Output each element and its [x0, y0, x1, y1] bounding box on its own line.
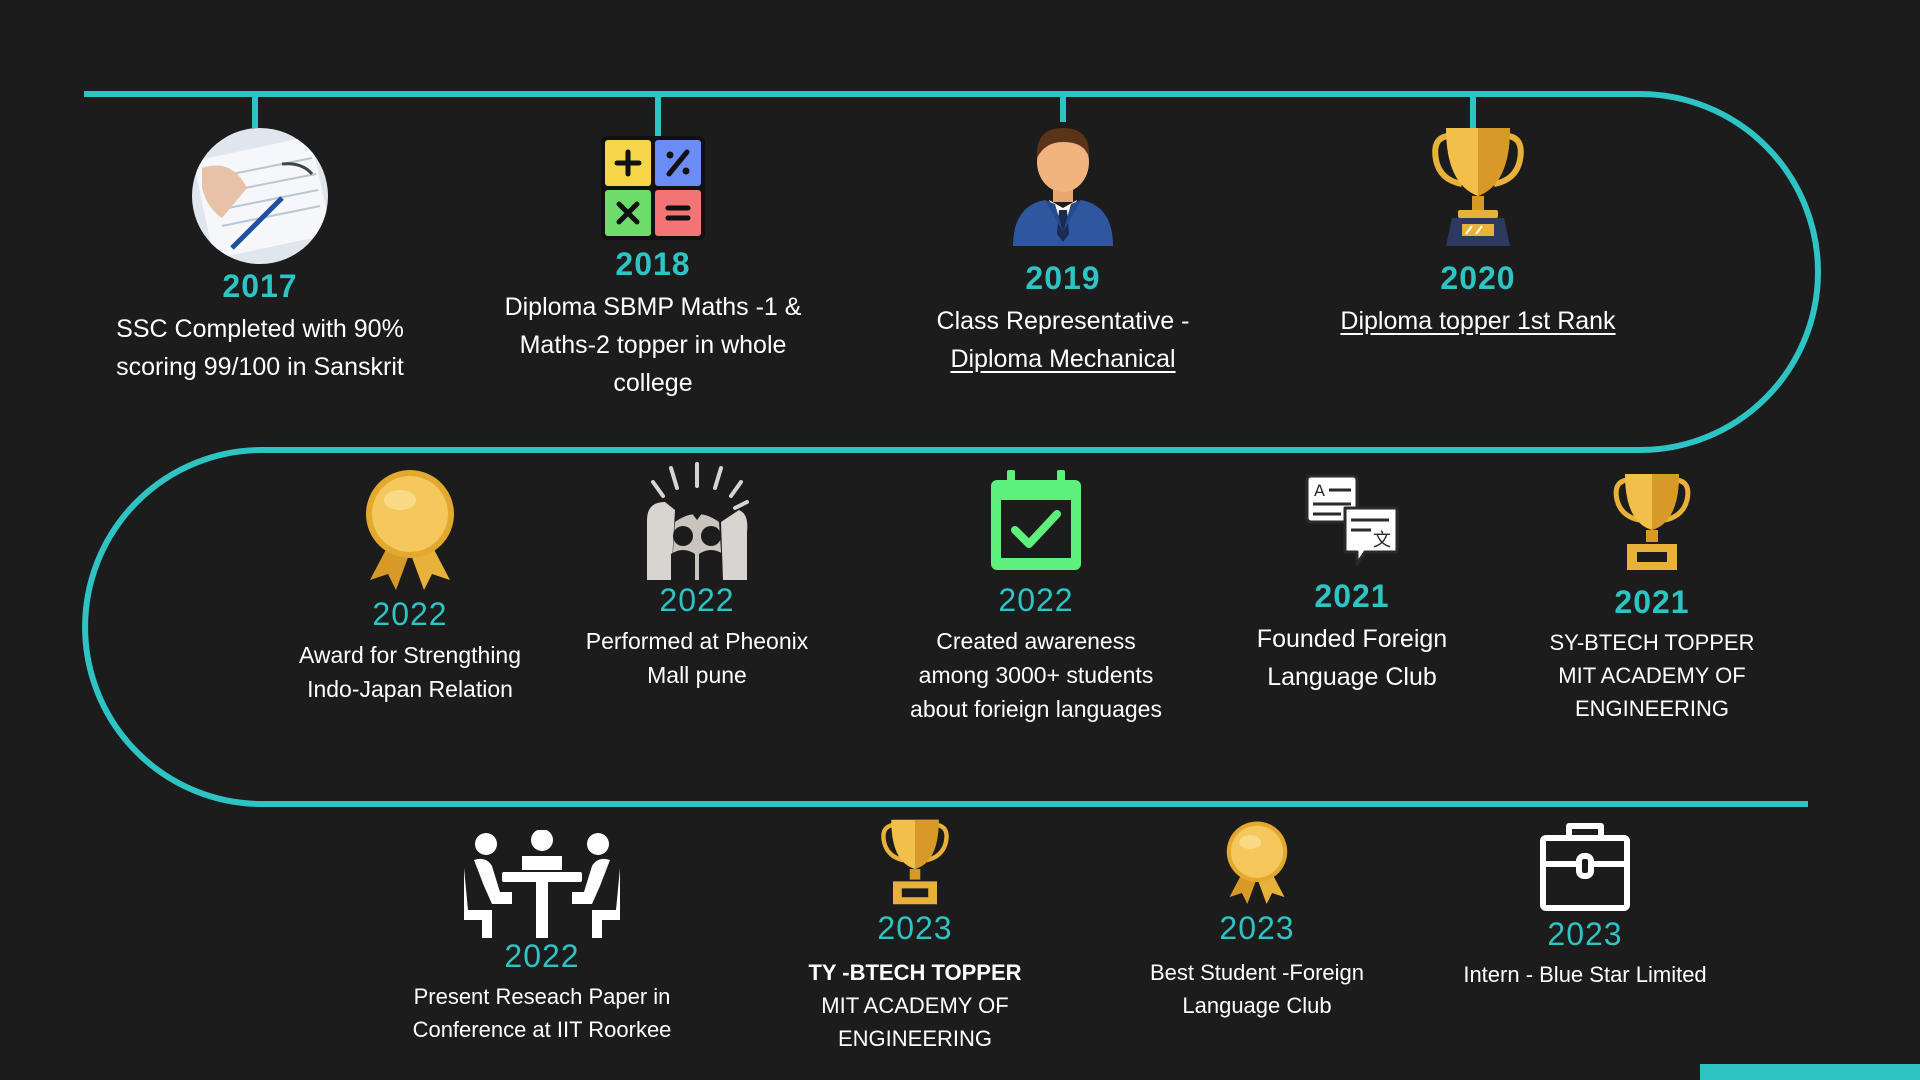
milestone-description: Performed at Pheonix Mall pune [585, 628, 809, 688]
milestone-year: 2021 [1614, 584, 1690, 620]
briefcase-icon [1540, 823, 1630, 911]
milestone-description: Award for Strengthing Indo-Japan Relatio… [298, 642, 522, 702]
milestone-description: TY -BTECH TOPPER MIT ACADEMY OF ENGINEER… [808, 960, 1022, 1051]
milestone-description: Class Representative - Diploma Mechanica… [936, 307, 1190, 373]
milestone-2022-performance: 2022 Performed at Pheonix Mall pune [547, 462, 847, 692]
study-photo-icon [192, 128, 328, 264]
milestone-year: 2017 [222, 268, 298, 304]
milestone-2023-intern: 2023 Intern - Blue Star Limited [1435, 820, 1735, 991]
svg-text:A: A [1314, 481, 1325, 500]
milestone-2023-best-student: 2023 Best Student -Foreign Language Club [1107, 820, 1407, 1022]
meeting-icon [464, 830, 620, 938]
milestone-description: Created awareness among 3000+ students a… [910, 628, 1162, 722]
milestone-year: 2023 [1547, 916, 1623, 952]
businessman-icon [1013, 128, 1113, 246]
milestone-2017: 2017 SSC Completed with 90% scoring 99/1… [60, 128, 460, 386]
milestone-description: Present Reseach Paper in Conference at I… [412, 984, 672, 1042]
milestone-year: 2019 [1025, 260, 1101, 296]
milestone-description: Best Student -Foreign Language Club [1149, 960, 1364, 1018]
milestone-2022-award: 2022 Award for Strengthing Indo-Japan Re… [250, 468, 570, 706]
milestone-2020: 2020 Diploma topper 1st Rank [1278, 124, 1678, 340]
milestone-year: 2020 [1440, 260, 1516, 296]
milestone-2019: 2019 Class Representative - Diploma Mech… [873, 120, 1253, 378]
corner-accent-bar [1700, 1064, 1920, 1080]
milestone-year: 2023 [1219, 910, 1295, 946]
calculator-icon [601, 136, 705, 240]
milestone-description: SY-BTECH TOPPER MIT ACADEMY OF ENGINEERI… [1549, 630, 1755, 721]
milestone-year: 2018 [615, 246, 691, 282]
medal-icon [1226, 821, 1288, 904]
milestone-year: 2021 [1314, 578, 1390, 614]
milestone-2022-research: 2022 Present Reseach Paper in Conference… [382, 830, 702, 1046]
calendar-check-icon [991, 470, 1081, 570]
milestone-2022-awareness: 2022 Created awareness among 3000+ stude… [876, 470, 1196, 726]
trophy-icon [1432, 128, 1524, 246]
translation-icon: A 文 [1305, 474, 1399, 566]
milestone-description: Founded Foreign Language Club [1256, 625, 1448, 691]
milestone-2021-sy-topper: 2021 SY-BTECH TOPPER MIT ACADEMY OF ENGI… [1512, 472, 1792, 725]
milestone-year: 2022 [659, 582, 735, 618]
trophy-icon [881, 819, 949, 905]
medal-icon [366, 470, 454, 590]
milestone-description: Diploma topper 1st Rank [1340, 307, 1616, 335]
milestone-2023-ty-topper: 2023 TY -BTECH TOPPER MIT ACADEMY OF ENG… [765, 818, 1065, 1055]
milestone-description: Intern - Blue Star Limited [1463, 962, 1707, 987]
milestone-year: 2023 [877, 910, 953, 946]
milestone-year: 2022 [998, 582, 1074, 618]
svg-text:文: 文 [1373, 530, 1391, 551]
milestone-2021-club: A 文 2021 Founded Foreign Language Club [1212, 474, 1492, 696]
trophy-icon [1613, 474, 1691, 570]
milestone-description: SSC Completed with 90% scoring 99/100 in… [116, 315, 404, 381]
milestone-year: 2022 [372, 596, 448, 632]
milestone-description: Diploma SBMP Maths -1 & Maths-2 topper i… [504, 293, 802, 397]
milestone-year: 2022 [504, 938, 580, 974]
milestone-2018: 2018 Diploma SBMP Maths -1 & Maths-2 top… [473, 136, 833, 402]
performance-crowd-icon [647, 462, 749, 580]
